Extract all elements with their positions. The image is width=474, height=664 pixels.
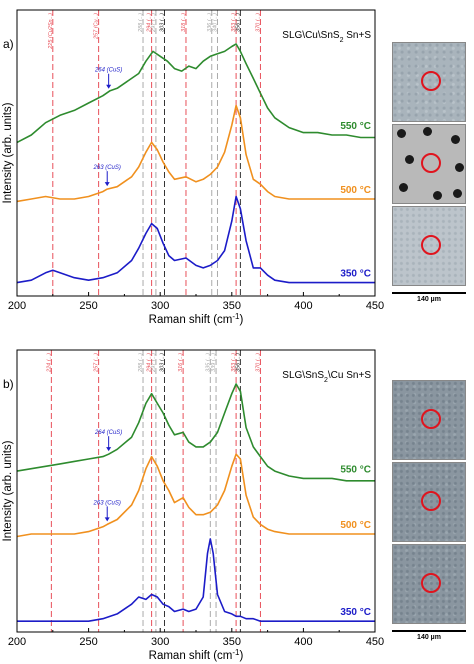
scale-bar-a [392,292,466,294]
reference-label: 356 (...) [235,353,241,372]
series-label: 350 °C [340,269,371,280]
reference-label: 303 (...) [159,13,165,32]
series-label: 550 °C [340,464,371,475]
reference-label: 297 (...) [151,13,157,33]
reference-label: 340 (...) [212,13,218,32]
y-axis-label: Intensity (arb. units) [2,102,14,203]
micrograph-b-550 [392,380,466,460]
series-label: 500 °C [340,520,371,531]
reference-label: 257 (Cu...) [94,13,100,40]
x-tick-label: 350 [223,636,241,648]
spot-circle [421,153,441,173]
panel-a: 225 (Cu2Sn...) 257 (Cu...) 288 (...) 294 (.… [2,9,384,327]
series-label: 500 °C [340,185,371,196]
micrograph-b-350 [392,544,466,624]
panel-label: b) [3,377,14,391]
x-tick-label: 450 [366,300,384,312]
reference-label: 288 (...) [138,353,144,373]
x-tick-label: 250 [79,300,97,312]
reference-label: 225 (Cu2Sn...) [48,13,54,50]
series-label: 550 °C [340,121,371,132]
micrograph-a-350 [392,206,466,286]
micrograph-a-500 [392,124,466,204]
series-line [16,104,375,203]
reference-label: 335 (...) [205,353,211,372]
reference-label: 370 (...) [255,353,261,372]
x-tick-label: 250 [79,636,97,648]
reference-label: 336 (...) [207,13,213,32]
x-tick-label: 200 [8,300,26,312]
spot-circle [421,71,441,91]
reference-label: 353 (...) [231,13,237,32]
reference-label: 294 (...) [147,353,153,373]
x-tick-label: 200 [8,636,26,648]
x-tick-label: 350 [223,300,241,312]
spot-circle [421,235,441,255]
micrograph-a-550 [392,42,466,122]
plot-frame [16,349,376,633]
panel-b: 224 (...) 257 (...) 288 (...) 294 (...)297 … [2,349,384,663]
reference-label: 356 (...) [235,13,241,32]
plot-frame [16,9,376,297]
reference-label: 257 (...) [94,353,100,373]
series-line [16,383,375,482]
x-axis-label: Raman shift (cm-1) [149,312,244,327]
scale-label-a: 140 µm [417,296,441,303]
reference-label: 318 (...) [181,13,187,32]
annotation-arrowhead [104,517,110,522]
series-label: 350 °C [340,607,371,618]
reference-label: 370 (...) [255,13,261,32]
scale-label-b: 140 µm [417,634,441,641]
reference-label: 294 (...) [147,13,153,33]
annotation-label: 263 (CuS) [93,165,121,171]
x-axis-label: Raman shift (cm-1) [149,648,244,663]
scale-bar-b [392,630,466,632]
sample-label: SLG\Cu\SnS2 Sn+S [282,30,371,44]
micrograph-b-500 [392,462,466,542]
reference-label: 353 (...) [231,353,237,372]
reference-label: 297 (...) [151,353,157,373]
reference-label: 303 (...) [159,353,165,372]
series-line [16,453,375,538]
reference-label: 224 (...) [46,353,52,373]
annotation-arrowhead [104,182,110,187]
series-line [16,43,375,144]
series-line [17,538,375,622]
spot-circle [421,491,441,511]
annotation-label: 264 (CuS) [94,68,122,74]
panel-label: a) [3,37,14,51]
x-tick-label: 400 [294,636,312,648]
x-tick-label: 300 [151,636,169,648]
annotation-label: 263 (CuS) [93,500,121,506]
series-line [16,195,375,284]
annotation-arrowhead [106,447,112,452]
reference-label: 339 (...) [211,353,217,372]
y-axis-label: Intensity (arb. units) [2,440,14,541]
annotation-label: 264 (CuS) [94,430,122,436]
sample-label: SLG\SnS2\Cu Sn+S [282,370,371,384]
annotation-arrowhead [106,84,112,89]
spot-circle [421,573,441,593]
reference-label: 288 (...) [138,13,144,33]
x-tick-label: 300 [151,300,169,312]
spot-circle [421,409,441,429]
x-tick-label: 400 [294,300,312,312]
x-tick-label: 450 [366,636,384,648]
reference-label: 316 (...) [178,353,184,372]
